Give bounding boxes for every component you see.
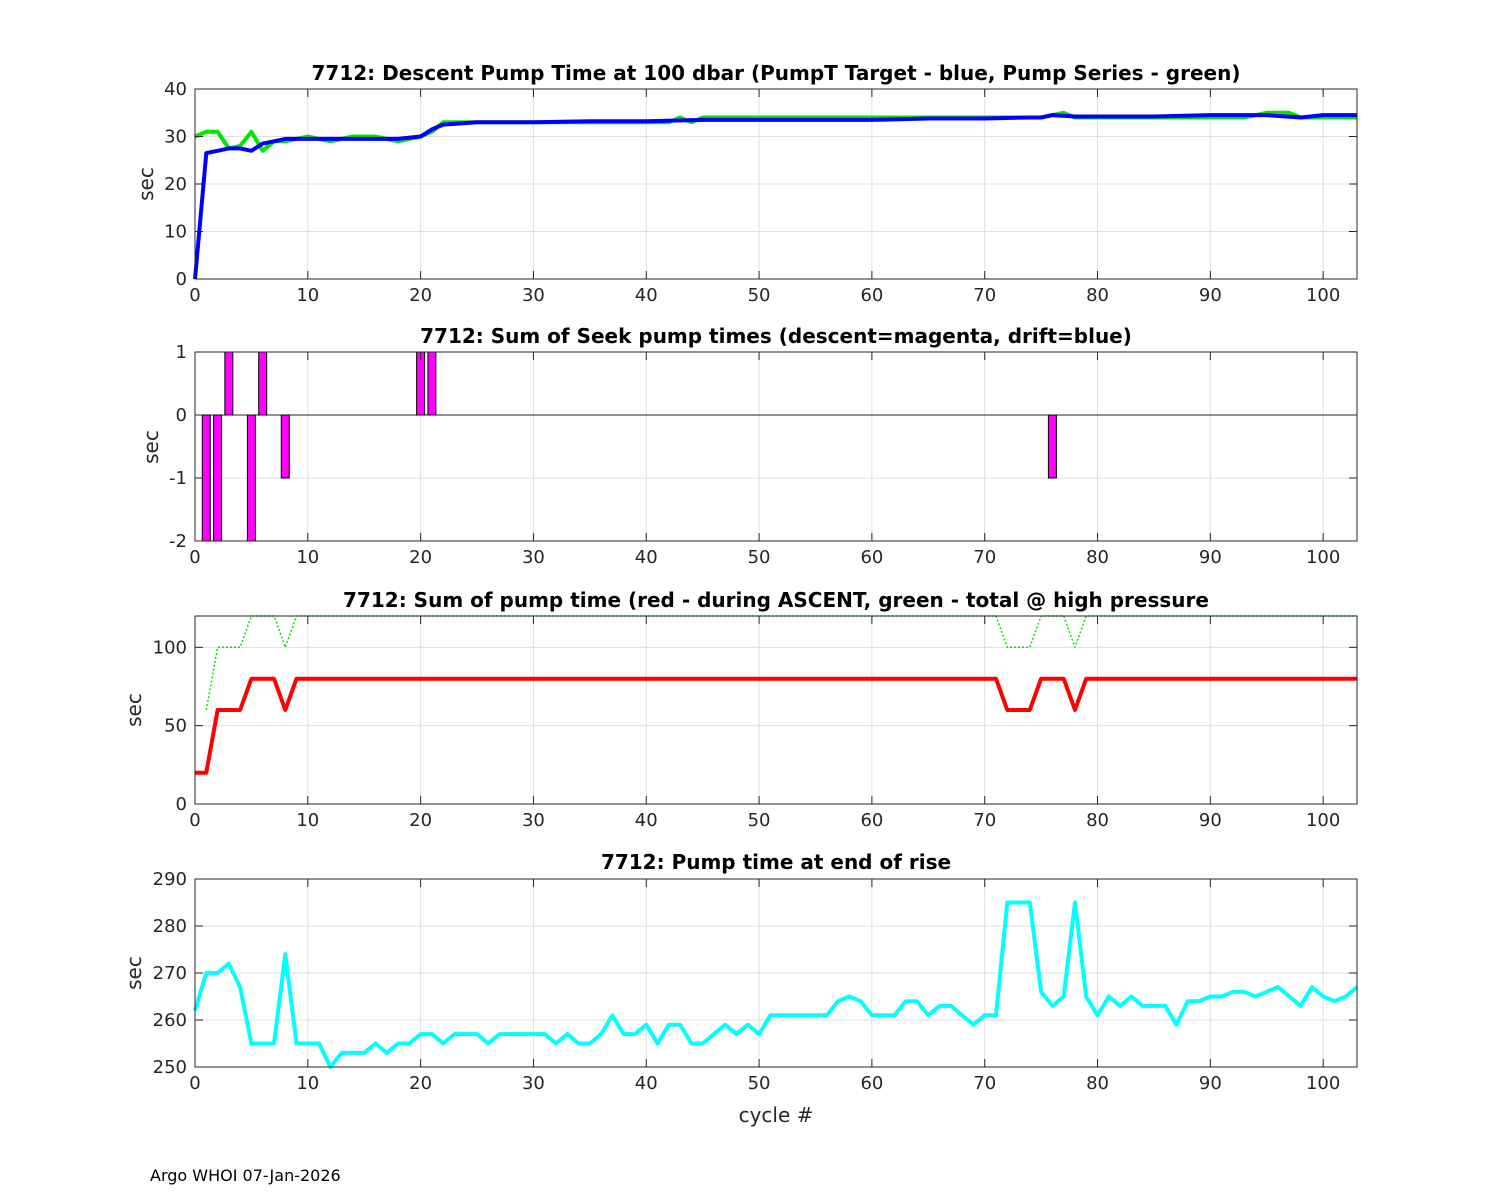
rise-series-cyan-line [193,900,1359,1069]
descent-series-blue-line [193,113,1357,280]
x-tick-label: 100 [1306,1073,1340,1094]
bar-cycle-8 [280,414,290,479]
x-tick-label: 20 [409,1073,432,1094]
x-tick-label: 50 [748,285,771,306]
bar-cycle-2 [213,414,223,542]
x-tick-label: 0 [189,1073,200,1094]
y-tick-label: 0 [176,269,187,290]
x-tick-label: 90 [1199,285,1222,306]
seek-grid [194,351,1357,542]
x-tick-label: 100 [1306,810,1340,831]
x-tick-label: 40 [635,1073,658,1094]
panel-end-of-rise: 7712: Pump time at end of rise sec cycle… [122,850,1359,1127]
x-tick-label: 70 [973,810,996,831]
x-tick-label: 20 [409,285,432,306]
x-tick-label: 10 [296,1073,319,1094]
panel-3-title: 7712: Sum of pump time (red - during ASC… [343,588,1209,612]
rise-grid [194,878,1357,1068]
x-tick-label: 100 [1306,547,1340,568]
x-tick-label: 70 [973,547,996,568]
x-tick-label: 30 [522,810,545,831]
panel-1-ylabel: sec [134,167,158,201]
x-tick-label: 60 [860,285,883,306]
y-tick-label: 100 [153,637,187,658]
y-tick-label: 280 [153,916,187,937]
panel-4-title: 7712: Pump time at end of rise [601,850,951,874]
y-tick-label: 30 [164,127,187,148]
y-tick-label: 50 [164,716,187,737]
sum-series-red-line [195,676,1357,775]
panel-descent-pump-time: 7712: Descent Pump Time at 100 dbar (Pum… [134,61,1358,306]
x-tick-label: 20 [409,810,432,831]
x-tick-label: 0 [189,810,200,831]
x-tick-label: 60 [860,547,883,568]
y-tick-label: -1 [169,468,187,489]
x-tick-label: 40 [635,547,658,568]
y-tick-label: 250 [153,1057,187,1078]
x-tick-label: 80 [1086,810,1109,831]
x-tick-label: 10 [296,547,319,568]
sum-axes-frame [194,615,1358,805]
sum-series-green-line [205,615,1357,711]
x-tick-label: 30 [522,285,545,306]
x-tick-label: 30 [522,1073,545,1094]
x-tick-label: 90 [1199,1073,1222,1094]
y-tick-label: 270 [153,963,187,984]
x-tick-label: 0 [189,547,200,568]
x-tick-label: 90 [1199,810,1222,831]
x-tick-label: 100 [1306,285,1340,306]
x-tick-label: 20 [409,547,432,568]
panel-3-ylabel: sec [122,693,146,727]
x-tick-label: 80 [1086,1073,1109,1094]
panel-2-ylabel: sec [139,430,163,464]
x-tick-label: 40 [635,285,658,306]
y-tick-label: 0 [176,794,187,815]
x-tick-label: 40 [635,810,658,831]
x-tick-label: 60 [860,1073,883,1094]
bar-cycle-3 [224,351,234,416]
bar-cycle-6 [258,351,268,416]
x-tick-label: 70 [973,1073,996,1094]
x-tick-label: 10 [296,810,319,831]
bar-cycle-76 [1047,414,1057,479]
x-tick-label: 60 [860,810,883,831]
bar-cycle-21 [427,351,437,416]
y-tick-label: 0 [176,405,187,426]
x-tick-label: 90 [1199,547,1222,568]
panel-1-title: 7712: Descent Pump Time at 100 dbar (Pum… [312,61,1241,85]
seek-axes-frame [194,351,1358,542]
panel-4-xlabel: cycle # [739,1103,814,1127]
x-tick-label: 50 [748,547,771,568]
x-tick-label: 10 [296,285,319,306]
y-tick-label: 260 [153,1010,187,1031]
bar-cycle-20 [416,351,426,416]
y-tick-label: 1 [176,342,187,363]
y-tick-label: -2 [169,531,187,552]
y-tick-label: 40 [164,79,187,100]
panel-4-ylabel: sec [122,956,146,990]
footer-credit: Argo WHOI 07-Jan-2026 [150,1166,341,1185]
y-tick-label: 20 [164,174,187,195]
panel-sum-pump-time: 7712: Sum of pump time (red - during ASC… [122,588,1358,831]
sum-grid [194,616,1357,805]
x-tick-label: 0 [189,285,200,306]
bar-cycle-1 [201,414,211,542]
x-tick-label: 80 [1086,547,1109,568]
x-tick-label: 80 [1086,285,1109,306]
y-tick-label: 290 [153,869,187,890]
x-tick-label: 70 [973,285,996,306]
panel-2-title: 7712: Sum of Seek pump times (descent=ma… [420,324,1132,348]
x-tick-label: 50 [748,810,771,831]
bar-cycle-5 [246,414,256,542]
panel-seek-pump-times: 7712: Sum of Seek pump times (descent=ma… [139,324,1358,568]
y-tick-label: 10 [164,222,187,243]
x-tick-label: 30 [522,547,545,568]
x-tick-label: 50 [748,1073,771,1094]
